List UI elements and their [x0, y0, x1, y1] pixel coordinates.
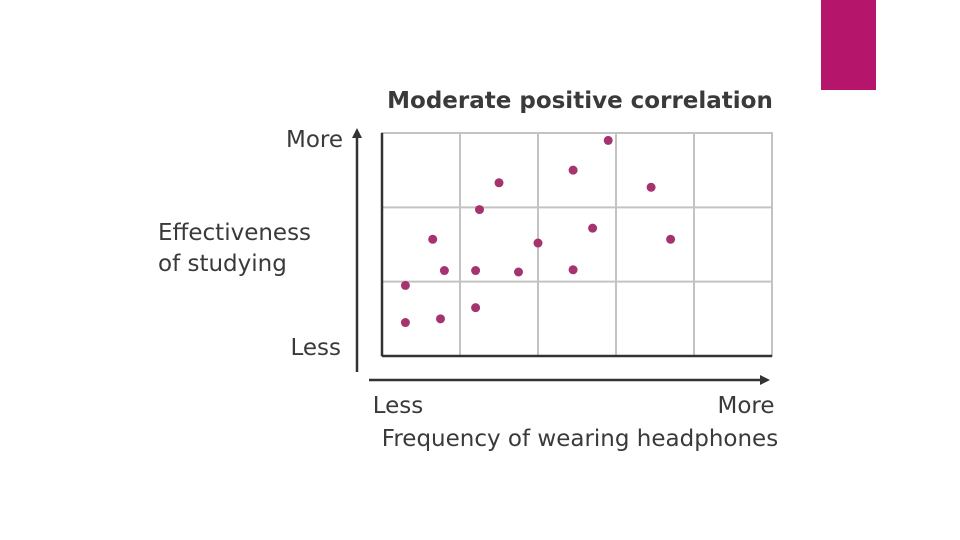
x-axis-high-label: More — [717, 393, 774, 419]
data-point-6 — [471, 266, 481, 276]
data-points — [400, 135, 676, 328]
data-point-1 — [400, 318, 410, 328]
data-point-3 — [471, 303, 481, 313]
x-axis-low-label: Less — [373, 393, 424, 419]
grid-lines — [382, 133, 772, 356]
data-point-16 — [646, 182, 656, 192]
data-point-8 — [568, 265, 578, 275]
y-axis-low-label: Less — [290, 335, 341, 361]
data-point-2 — [436, 314, 445, 324]
data-point-10 — [533, 238, 543, 248]
data-point-14 — [494, 178, 504, 188]
data-point-11 — [588, 223, 598, 233]
y-axis-title-line2: of studying — [158, 251, 287, 277]
data-point-13 — [666, 234, 676, 244]
data-point-17 — [603, 135, 613, 145]
y-axis-high-label: More — [286, 127, 343, 153]
data-point-12 — [475, 205, 484, 215]
data-point-4 — [400, 280, 410, 290]
slide-accent-bar — [821, 0, 876, 90]
data-point-5 — [439, 266, 449, 276]
data-point-15 — [568, 165, 578, 175]
x-axis-title: Frequency of wearing headphones — [382, 426, 778, 452]
data-point-9 — [428, 234, 438, 244]
chart-title: Moderate positive correlation — [387, 88, 773, 114]
y-axis-title-line1: Effectiveness — [158, 220, 311, 246]
data-point-7 — [514, 267, 523, 277]
